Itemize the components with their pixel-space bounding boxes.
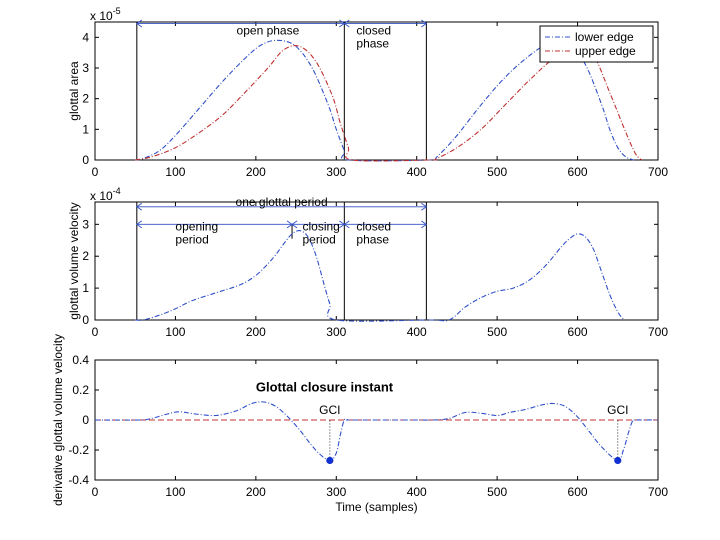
- series-line-1: [94, 401, 659, 462]
- span-label: closing period: [303, 220, 340, 247]
- x-tick-label: 600: [568, 325, 588, 339]
- series-line-1: [135, 230, 625, 322]
- x-tick-label: 500: [487, 485, 507, 499]
- y-tick-label: -0.2: [68, 443, 89, 457]
- x-tick-label: 400: [407, 485, 427, 499]
- chart-panel-1: 0 100 200 300 400 500 600 700 0 1 2 3 4 glottal area x…: [67, 6, 668, 179]
- y-tick-label: 0: [82, 313, 89, 327]
- span-label: opening period: [175, 220, 218, 247]
- chart-panel-3: 0 100 200 300 400 500 600 700 0.4 0.2 0 -0.2 -0.4der…: [51, 334, 668, 514]
- legend-box: [539, 25, 654, 63]
- span-label: closed phase: [356, 23, 391, 50]
- x-tick-label: 600: [568, 485, 588, 499]
- x-tick-label: 400: [407, 165, 427, 179]
- span-arrowhead: [343, 220, 350, 229]
- span-label: closed phase: [356, 220, 391, 247]
- y-tick-label: 0.4: [72, 353, 89, 367]
- span-arrowhead: [136, 202, 143, 211]
- y-tick-label: 0.2: [72, 383, 89, 397]
- series-line-lower-edge: [135, 38, 635, 162]
- x-tick-label: 0: [92, 485, 99, 499]
- span-arrowhead: [343, 19, 350, 28]
- x-tick-label: 300: [326, 325, 346, 339]
- x-tick-label: 100: [165, 325, 185, 339]
- legend-label: lower edge: [575, 30, 634, 44]
- gci-point: [614, 456, 622, 465]
- x-tick-label: 600: [568, 165, 588, 179]
- y-tick-label: 4: [82, 30, 89, 44]
- plot-area: [94, 201, 659, 321]
- span-arrowhead: [291, 220, 298, 229]
- y-tick-label: -0.4: [68, 473, 89, 487]
- series-line-upper-edge: [135, 45, 643, 162]
- span-arrowhead: [136, 220, 143, 229]
- span-arrowhead: [136, 19, 143, 28]
- gci-label: GCI: [607, 403, 628, 417]
- plot-area: [94, 21, 659, 161]
- x-tick-label: 700: [648, 485, 668, 499]
- x-tick-label: 500: [487, 325, 507, 339]
- y-tick-label: 1: [82, 122, 89, 136]
- exponent-label: x 10-4: [90, 186, 121, 203]
- y-tick-label: 3: [82, 217, 89, 231]
- annotation-glottal-closure: Glottal closure instant: [256, 380, 394, 395]
- gci-point: [326, 456, 334, 465]
- legend-label: upper edge: [575, 44, 636, 58]
- x-axis-label: Time (samples): [335, 500, 417, 514]
- y-tick-label: 0: [82, 153, 89, 167]
- x-tick-label: 0: [92, 165, 99, 179]
- gci-label: GCI: [319, 403, 340, 417]
- y-axis-label: glottal volume velocity: [67, 202, 81, 319]
- span-arrowhead: [421, 202, 428, 211]
- x-tick-label: 100: [165, 165, 185, 179]
- x-tick-label: 400: [407, 325, 427, 339]
- y-tick-label: 2: [82, 92, 89, 106]
- x-tick-label: 700: [648, 165, 668, 179]
- y-tick-label: 0: [82, 413, 89, 427]
- x-tick-label: 100: [165, 485, 185, 499]
- x-tick-label: 500: [487, 165, 507, 179]
- x-tick-label: 0: [92, 325, 99, 339]
- x-tick-label: 300: [326, 165, 346, 179]
- x-tick-label: 700: [648, 325, 668, 339]
- span-arrowhead: [421, 19, 428, 28]
- span-label: one glottal period: [236, 195, 328, 209]
- x-tick-label: 200: [246, 485, 266, 499]
- span-arrowhead: [421, 220, 428, 229]
- y-axis-label: derivative glottal volume velocity: [51, 334, 65, 506]
- x-tick-label: 200: [246, 165, 266, 179]
- span-label: open phase: [237, 23, 300, 37]
- x-tick-label: 300: [326, 485, 346, 499]
- y-tick-label: 1: [82, 281, 89, 295]
- x-tick-label: 200: [246, 325, 266, 339]
- y-axis-label: glottal area: [67, 61, 81, 121]
- y-tick-label: 3: [82, 61, 89, 75]
- y-tick-label: 2: [82, 249, 89, 263]
- exponent-label: x 10-5: [90, 6, 121, 23]
